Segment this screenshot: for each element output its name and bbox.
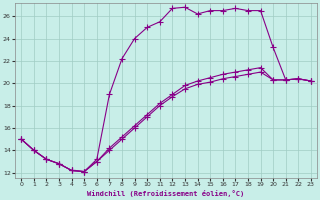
X-axis label: Windchill (Refroidissement éolien,°C): Windchill (Refroidissement éolien,°C) bbox=[87, 190, 245, 197]
